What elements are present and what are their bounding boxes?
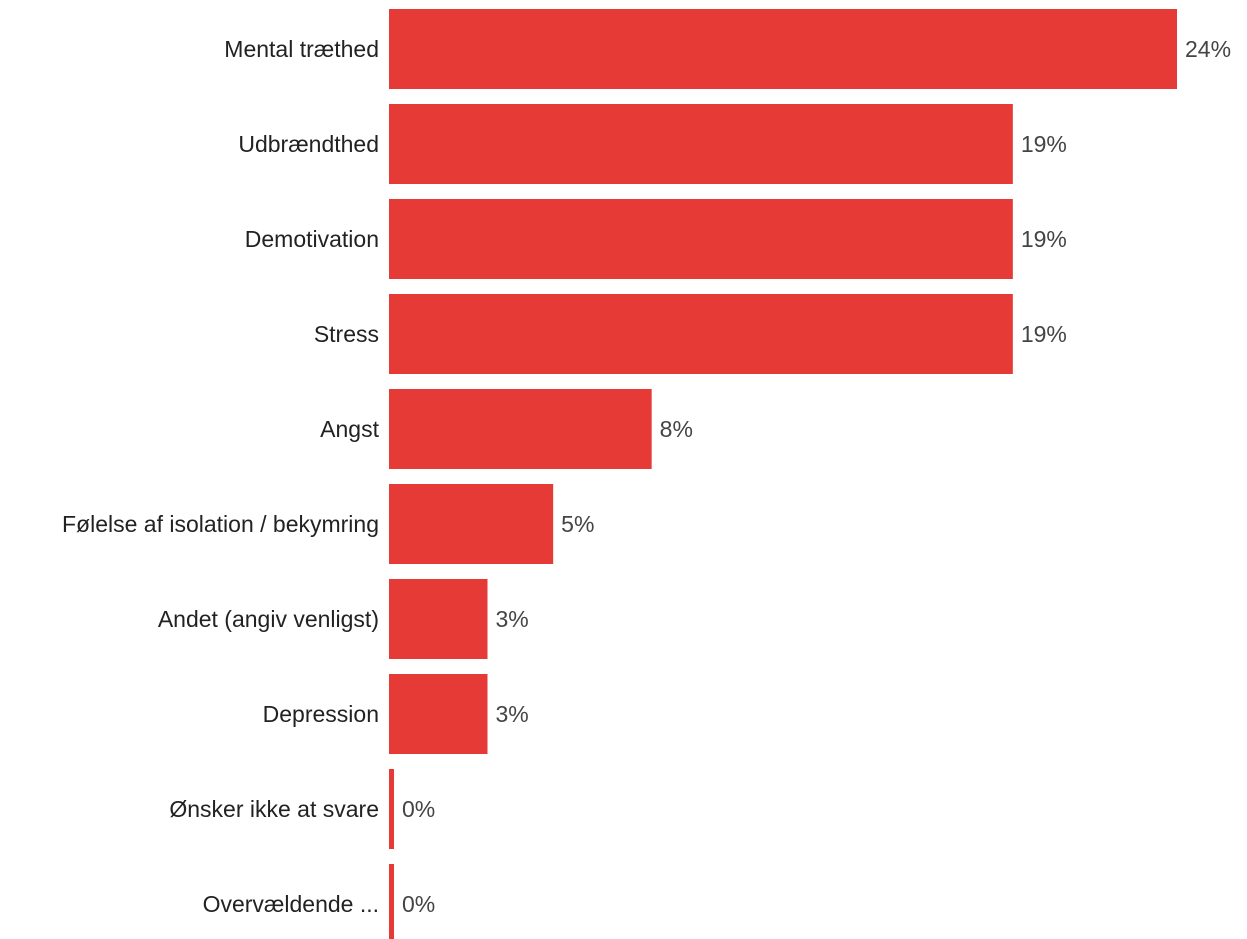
bar-0	[389, 9, 1177, 89]
value-label: 0%	[402, 891, 435, 917]
category-label: Overvældende ...	[203, 891, 379, 917]
category-label: Udbrændthed	[238, 131, 379, 157]
category-labels: Mental træthed Udbrændthed Demotivation Str…	[62, 36, 380, 917]
value-labels: 24% 19% 19% 19% 8% 5% 3% 3% 0% 0%	[402, 36, 1231, 917]
category-label: Angst	[320, 416, 379, 442]
value-label: 0%	[402, 796, 435, 822]
category-label: Følelse af isolation / bekymring	[62, 511, 379, 537]
bar-1	[389, 104, 1013, 184]
value-label: 24%	[1185, 36, 1231, 62]
bar-4	[389, 389, 652, 469]
bar-9	[389, 864, 394, 939]
bar-8	[389, 769, 394, 849]
bar-3	[389, 294, 1013, 374]
bar-5	[389, 484, 554, 564]
value-label: 19%	[1021, 226, 1067, 252]
category-label: Ønsker ikke at svare	[169, 796, 379, 822]
bar-2	[389, 199, 1013, 279]
bars	[389, 9, 1177, 939]
value-label: 19%	[1021, 321, 1067, 347]
value-label: 8%	[660, 416, 693, 442]
category-label: Demotivation	[245, 226, 379, 252]
category-label: Mental træthed	[224, 36, 379, 62]
value-label: 19%	[1021, 131, 1067, 157]
value-label: 3%	[496, 701, 529, 727]
category-label: Andet (angiv venligst)	[158, 606, 379, 632]
bar-6	[389, 579, 488, 659]
value-label: 5%	[561, 511, 594, 537]
value-label: 3%	[496, 606, 529, 632]
category-label: Stress	[314, 321, 379, 347]
bar-7	[389, 674, 488, 754]
category-label: Depression	[263, 701, 379, 727]
